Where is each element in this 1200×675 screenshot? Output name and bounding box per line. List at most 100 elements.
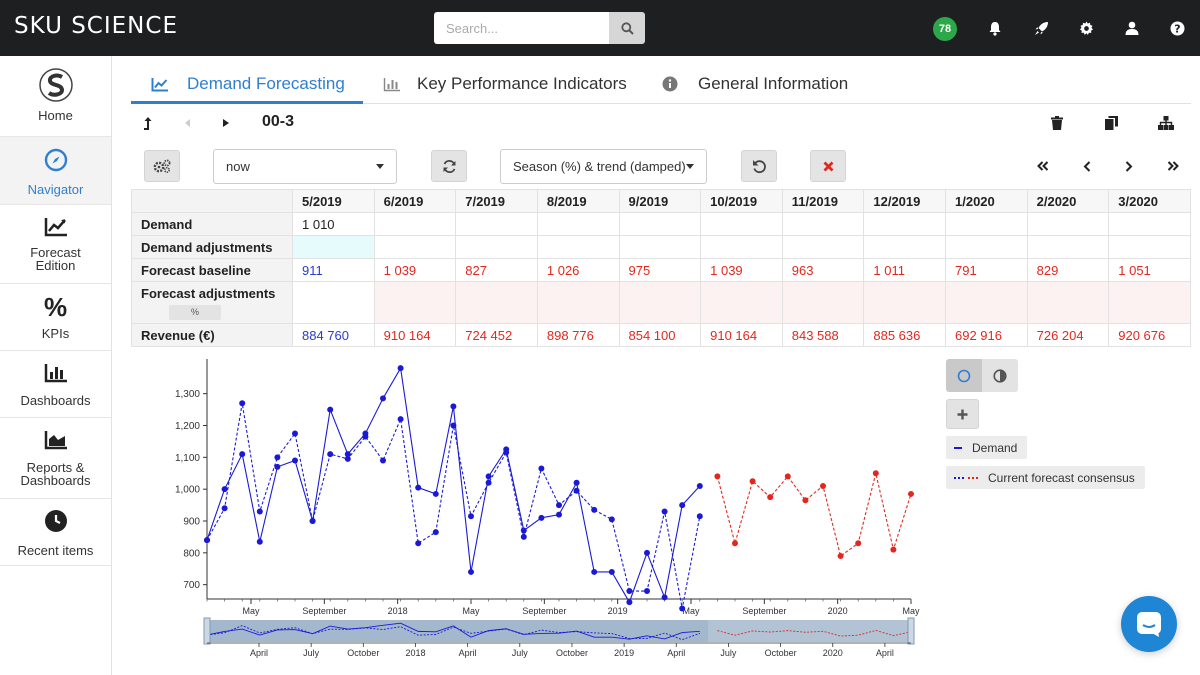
month-header[interactable]: 5/2019	[292, 189, 375, 213]
search-button[interactable]	[609, 12, 645, 44]
row-label-text: Forecast adjustments	[141, 286, 276, 301]
view-circle-toggle[interactable]	[946, 359, 982, 392]
bar-chart-icon	[44, 364, 67, 383]
bar-chart-icon	[383, 77, 400, 91]
search-input[interactable]	[434, 12, 609, 44]
percent-toggle[interactable]: %	[169, 305, 221, 320]
y-tick-label: 900	[183, 517, 200, 528]
y-tick-label: 1,300	[175, 389, 200, 400]
revenue-cell: 692 916	[945, 323, 1028, 347]
plus-icon	[957, 409, 968, 419]
data-point	[344, 451, 351, 458]
month-header[interactable]: 2/2020	[1026, 189, 1110, 213]
forecast-adjustment-cell	[292, 281, 375, 324]
tab-key-performance-indicators[interactable]: Key Performance Indicators	[383, 66, 627, 102]
data-point	[485, 473, 492, 480]
sidebar-item-navigator[interactable]: Navigator	[0, 137, 111, 205]
sidebar-item-label: Home	[38, 108, 73, 123]
sidebar-item-forecast-edition[interactable]: Forecast Edition	[0, 205, 111, 284]
tab-demand-forecasting[interactable]: Demand Forecasting	[151, 66, 345, 102]
forecast-adjustment-cell[interactable]	[373, 281, 457, 324]
y-tick-label: 1,200	[175, 421, 200, 432]
last-page-icon[interactable]	[1164, 158, 1182, 174]
month-header[interactable]: 8/2019	[536, 189, 620, 213]
previous-item-icon[interactable]	[182, 117, 194, 129]
series-line	[206, 403, 701, 609]
copy-icon[interactable]	[1103, 114, 1119, 131]
sidebar-item-recent-items[interactable]: Recent items	[0, 499, 111, 566]
undo-button[interactable]	[741, 150, 777, 182]
svg-text:?: ?	[1174, 22, 1180, 35]
level-up-icon[interactable]	[140, 115, 156, 131]
chart-line-icon	[151, 77, 168, 91]
view-contrast-toggle[interactable]	[982, 359, 1018, 392]
search-icon	[620, 21, 634, 35]
app-logo[interactable]: SKU SCIENCE	[14, 13, 178, 39]
legend-demand[interactable]: Demand	[946, 436, 1028, 459]
data-point	[608, 568, 615, 575]
data-point	[256, 538, 263, 545]
month-header[interactable]: 7/2019	[455, 189, 538, 213]
data-point	[591, 568, 598, 575]
settings-button[interactable]	[144, 150, 180, 182]
model-select[interactable]: Season (%) & trend (damped)	[500, 149, 707, 184]
first-page-icon[interactable]	[1034, 158, 1052, 174]
demand-forecast-chart[interactable]: 700 800 900 1,000 1,100 1,200 1,300 May Septembe…	[131, 355, 931, 665]
row-label: Forecast baseline	[131, 258, 293, 282]
month-header[interactable]: 1/2020	[945, 189, 1028, 213]
next-page-icon[interactable]	[1121, 158, 1137, 174]
month-header[interactable]: 9/2019	[618, 189, 702, 213]
legend-forecast-consensus[interactable]: Current forecast consensus	[946, 466, 1145, 489]
forecast-adjustment-cell[interactable]	[1108, 281, 1191, 324]
demand-adjustment-cell	[945, 235, 1028, 259]
month-header[interactable]: 12/2019	[863, 189, 946, 213]
forecast-adjustment-cell[interactable]	[1026, 281, 1110, 324]
forecast-adjustment-cell[interactable]	[781, 281, 865, 324]
forecast-adjustment-cell[interactable]	[945, 281, 1028, 324]
help-icon[interactable]: ?	[1167, 18, 1187, 38]
data-point	[432, 490, 439, 497]
month-header[interactable]: 11/2019	[781, 189, 865, 213]
notification-count-badge[interactable]: 78	[933, 17, 957, 41]
forecast-adjustment-cell[interactable]	[618, 281, 702, 324]
gear-icon[interactable]	[1076, 18, 1096, 38]
sidebar-item-kpis[interactable]: % KPIs	[0, 284, 111, 351]
bell-icon[interactable]	[985, 18, 1005, 38]
month-header[interactable]: 3/2020	[1108, 189, 1191, 213]
data-point	[802, 497, 809, 504]
sitemap-icon[interactable]	[1157, 114, 1175, 131]
row-label: Demand	[131, 212, 293, 236]
user-icon[interactable]	[1122, 18, 1142, 38]
sidebar-item-reports-dashboards[interactable]: Reports & Dashboards	[0, 418, 111, 499]
table-row-demand: Demand 1 010	[131, 212, 1191, 236]
rocket-icon[interactable]	[1031, 18, 1051, 38]
data-point	[591, 506, 598, 513]
demand-adjustment-cell[interactable]	[292, 235, 375, 259]
data-point	[520, 533, 527, 540]
sidebar-item-dashboards[interactable]: Dashboards	[0, 351, 111, 418]
model-select-value: Season (%) & trend (damped)	[513, 159, 686, 174]
month-header[interactable]: 10/2019	[700, 189, 783, 213]
demand-adjustment-cell	[1108, 235, 1191, 259]
trash-icon[interactable]	[1049, 114, 1065, 131]
forecast-adjustment-cell[interactable]	[536, 281, 620, 324]
add-series-button[interactable]	[946, 399, 979, 429]
chat-button[interactable]	[1121, 596, 1177, 652]
data-point	[274, 454, 281, 461]
period-select[interactable]: now	[213, 149, 397, 184]
forecast-adjustment-cell[interactable]	[863, 281, 946, 324]
data-point	[432, 529, 439, 536]
tab-general-information[interactable]: General Information	[662, 66, 848, 102]
navigator-history-band	[207, 620, 709, 642]
sidebar-item-home[interactable]: Home	[0, 56, 111, 137]
baseline-cell: 829	[1026, 258, 1110, 282]
forecast-adjustment-cell[interactable]	[700, 281, 783, 324]
delete-button[interactable]	[810, 150, 846, 182]
previous-page-icon[interactable]	[1079, 158, 1095, 174]
next-item-icon[interactable]	[220, 117, 232, 129]
forecast-adjustment-cell[interactable]	[455, 281, 538, 324]
data-point	[749, 478, 756, 485]
navigator-forecast-band	[708, 620, 911, 642]
refresh-button[interactable]	[431, 150, 467, 182]
month-header[interactable]: 6/2019	[373, 189, 457, 213]
